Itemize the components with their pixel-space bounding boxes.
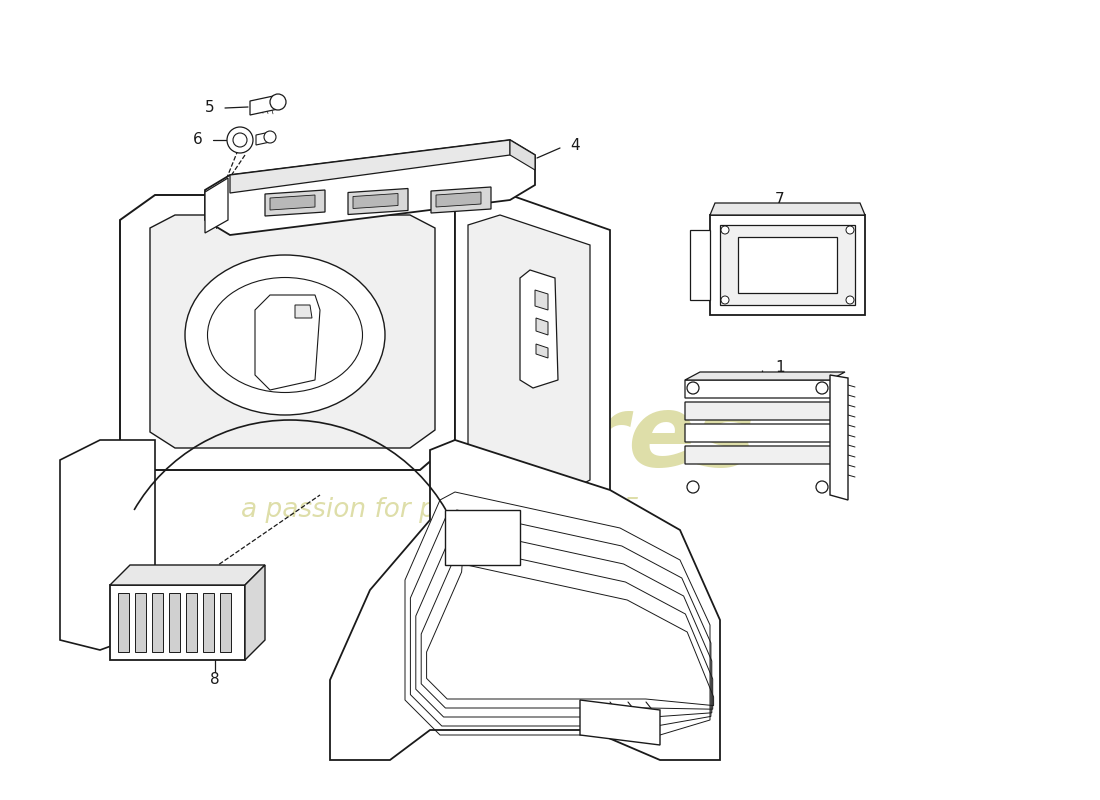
Polygon shape bbox=[255, 295, 320, 390]
Circle shape bbox=[816, 382, 828, 394]
Polygon shape bbox=[710, 215, 865, 315]
Polygon shape bbox=[520, 270, 558, 388]
Text: 1: 1 bbox=[776, 359, 784, 374]
Polygon shape bbox=[353, 194, 398, 209]
Polygon shape bbox=[169, 593, 180, 652]
Polygon shape bbox=[330, 440, 720, 760]
Polygon shape bbox=[152, 593, 163, 652]
Polygon shape bbox=[205, 178, 228, 233]
Polygon shape bbox=[536, 318, 548, 335]
Circle shape bbox=[846, 226, 854, 234]
Polygon shape bbox=[446, 510, 520, 565]
Polygon shape bbox=[431, 187, 491, 213]
Polygon shape bbox=[536, 344, 548, 358]
Polygon shape bbox=[685, 372, 845, 380]
Polygon shape bbox=[510, 140, 535, 170]
Polygon shape bbox=[685, 402, 845, 428]
Polygon shape bbox=[535, 290, 548, 310]
Polygon shape bbox=[110, 565, 265, 585]
Circle shape bbox=[264, 131, 276, 143]
Polygon shape bbox=[230, 140, 510, 193]
Ellipse shape bbox=[185, 255, 385, 415]
Polygon shape bbox=[256, 132, 270, 145]
Polygon shape bbox=[738, 237, 837, 293]
Polygon shape bbox=[60, 440, 155, 650]
Polygon shape bbox=[270, 195, 315, 210]
Polygon shape bbox=[580, 700, 660, 745]
Polygon shape bbox=[245, 565, 265, 660]
Polygon shape bbox=[265, 190, 324, 216]
Polygon shape bbox=[685, 424, 845, 450]
Polygon shape bbox=[295, 305, 312, 318]
Polygon shape bbox=[220, 593, 231, 652]
Polygon shape bbox=[118, 593, 129, 652]
Circle shape bbox=[846, 296, 854, 304]
Polygon shape bbox=[110, 585, 245, 660]
Polygon shape bbox=[455, 195, 610, 520]
Polygon shape bbox=[250, 95, 278, 115]
Circle shape bbox=[720, 296, 729, 304]
Polygon shape bbox=[204, 593, 214, 652]
Circle shape bbox=[270, 94, 286, 110]
Text: 7: 7 bbox=[776, 193, 784, 207]
Polygon shape bbox=[120, 195, 455, 470]
Polygon shape bbox=[685, 446, 845, 472]
Circle shape bbox=[688, 382, 698, 394]
Text: 5: 5 bbox=[206, 99, 214, 114]
Text: eurospares: eurospares bbox=[123, 391, 757, 489]
Text: 6: 6 bbox=[194, 133, 204, 147]
Polygon shape bbox=[720, 225, 855, 305]
Circle shape bbox=[816, 481, 828, 493]
Circle shape bbox=[233, 133, 248, 147]
Circle shape bbox=[227, 127, 253, 153]
Circle shape bbox=[688, 481, 698, 493]
Polygon shape bbox=[186, 593, 197, 652]
Polygon shape bbox=[710, 203, 865, 215]
Polygon shape bbox=[205, 140, 535, 235]
Text: |: | bbox=[284, 354, 287, 366]
Text: 4: 4 bbox=[570, 138, 580, 153]
Polygon shape bbox=[150, 215, 435, 448]
Polygon shape bbox=[135, 593, 146, 652]
Polygon shape bbox=[690, 230, 710, 300]
Polygon shape bbox=[468, 215, 590, 502]
Text: 2: 2 bbox=[272, 355, 278, 365]
Polygon shape bbox=[685, 380, 845, 406]
Polygon shape bbox=[830, 375, 848, 500]
Ellipse shape bbox=[208, 278, 363, 393]
Polygon shape bbox=[436, 192, 481, 207]
Text: a passion for parts since 1985: a passion for parts since 1985 bbox=[241, 497, 639, 523]
Text: 8: 8 bbox=[210, 673, 220, 687]
Polygon shape bbox=[348, 189, 408, 214]
Circle shape bbox=[720, 226, 729, 234]
